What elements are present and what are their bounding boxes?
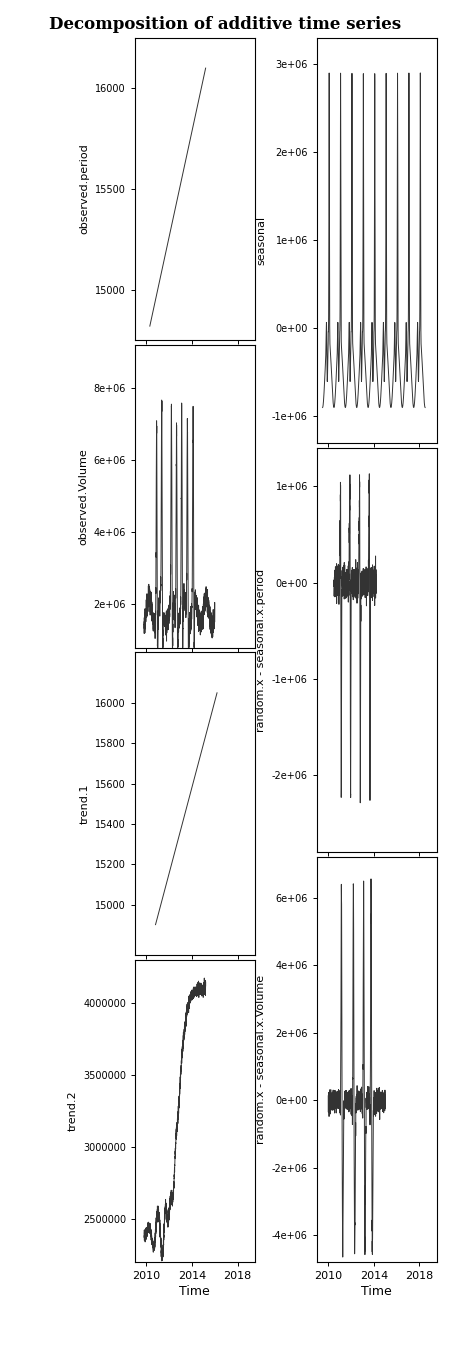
Y-axis label: observed.period: observed.period (80, 143, 90, 235)
Y-axis label: random.x - seasonal.x.Volume: random.x - seasonal.x.Volume (256, 975, 266, 1145)
Y-axis label: random.x - seasonal.x.period: random.x - seasonal.x.period (256, 568, 266, 732)
X-axis label: Time: Time (180, 1285, 210, 1299)
Text: Decomposition of additive time series: Decomposition of additive time series (49, 16, 401, 34)
Y-axis label: trend.2: trend.2 (68, 1091, 77, 1131)
Y-axis label: seasonal: seasonal (256, 216, 266, 265)
Y-axis label: observed.Volume: observed.Volume (78, 448, 88, 545)
Y-axis label: trend.1: trend.1 (80, 783, 90, 824)
X-axis label: Time: Time (361, 1285, 392, 1299)
